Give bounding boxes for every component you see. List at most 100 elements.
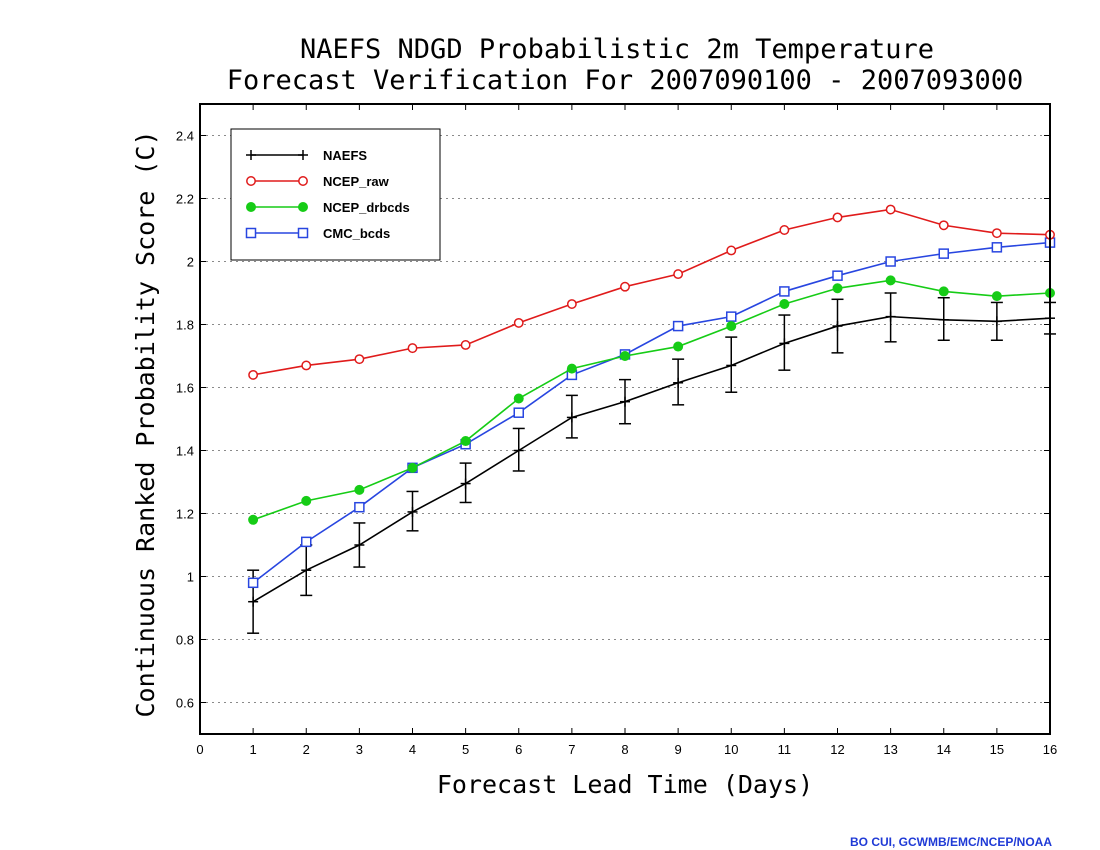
data-point-plus	[832, 321, 843, 332]
data-point-plus	[566, 412, 577, 423]
data-point-circle	[407, 343, 418, 354]
data-point-dot	[407, 462, 418, 473]
x-tick-label: 7	[568, 742, 575, 757]
legend-label: CMC_bcds	[323, 226, 390, 241]
data-point-circle	[248, 369, 259, 380]
x-tick-label: 10	[724, 742, 738, 757]
credit-text: BO CUI, GCWMB/EMC/NCEP/NOAA	[850, 835, 1052, 849]
data-point-square	[938, 248, 949, 259]
data-point-square	[301, 536, 312, 548]
data-point-square	[672, 320, 684, 332]
x-tick-label: 11	[778, 742, 792, 757]
data-point-plus	[407, 506, 418, 517]
grid-lines	[200, 135, 1050, 703]
data-point-square	[245, 227, 257, 239]
data-point-dot	[885, 275, 896, 286]
x-tick-label: 15	[990, 742, 1004, 757]
series-line	[252, 208, 1051, 376]
y-axis-label: Continuous Ranked Probability Score (C)	[131, 131, 160, 718]
data-point-circle	[460, 340, 471, 350]
data-point-circle	[673, 269, 684, 280]
chart-subtitle: Forecast Verification For 2007090100 - 2…	[227, 65, 1024, 96]
data-point-dot	[301, 495, 312, 506]
series-line	[252, 315, 1051, 603]
legend-item-ncep-drbcds: NCEP_drbcds	[246, 200, 410, 215]
data-point-circle	[301, 360, 312, 371]
data-point-circle	[726, 245, 737, 256]
data-point-dot	[460, 436, 471, 447]
data-point-plus	[991, 316, 1002, 327]
x-tick-label: 1	[250, 742, 257, 757]
data-point-plus	[885, 311, 896, 322]
data-point-dot	[513, 393, 524, 404]
data-point-square	[832, 270, 843, 281]
data-point-dot	[246, 202, 256, 212]
x-tick-label: 9	[675, 742, 682, 757]
data-point-plus	[246, 150, 256, 160]
chart-title: NAEFS NDGD Probabilistic 2m Temperature	[300, 34, 934, 65]
x-axis-ticks: 0 1 2 3 4 5 6 7 8 9 10 11 12 13 14 15 16	[196, 104, 1057, 757]
legend-label: NCEP_drbcds	[323, 200, 410, 215]
data-point-square	[354, 501, 365, 513]
data-point-circle	[991, 228, 1002, 239]
data-point-plus	[938, 314, 949, 325]
data-point-dot	[991, 291, 1002, 302]
data-point-dot	[673, 341, 684, 352]
data-point-square	[297, 227, 309, 239]
y-axis-ticks: 0.6 0.8 1 1.2 1.4 1.6 1.8 2 2.2 2.4	[176, 129, 1050, 711]
x-tick-label: 14	[937, 742, 951, 757]
data-point-circle	[620, 281, 630, 292]
series-line	[252, 279, 1051, 521]
x-tick-label: 16	[1043, 742, 1057, 757]
data-point-plus	[354, 540, 365, 550]
y-tick-label: 2	[187, 255, 194, 270]
x-tick-label: 6	[515, 742, 522, 757]
y-tick-label: 0.8	[176, 633, 194, 648]
legend-label: NCEP_raw	[323, 174, 390, 189]
data-point-square	[247, 577, 259, 589]
data-point-square	[779, 286, 790, 297]
y-tick-label: 2.4	[176, 129, 194, 144]
y-tick-label: 1	[187, 570, 194, 585]
x-tick-label: 12	[830, 742, 844, 757]
data-point-circle	[354, 354, 365, 365]
legend-item-naefs: NAEFS	[246, 148, 367, 163]
data-point-plus	[673, 377, 684, 388]
data-point-dot	[779, 299, 790, 310]
data-point-dot	[566, 363, 577, 374]
data-point-plus	[513, 445, 524, 456]
y-tick-label: 0.6	[176, 696, 194, 711]
x-tick-label: 8	[621, 742, 628, 757]
data-point-plus	[301, 565, 312, 576]
data-point-circle	[779, 225, 790, 235]
x-tick-label: 5	[462, 742, 469, 757]
data-point-circle	[298, 176, 308, 186]
data-point-circle	[885, 204, 896, 215]
data-point-circle	[832, 212, 843, 223]
x-tick-label: 13	[883, 742, 897, 757]
legend-item-cmc-bcds: CMC_bcds	[245, 226, 390, 241]
data-point-square	[991, 242, 1003, 253]
y-tick-label: 1.2	[176, 507, 194, 522]
x-tick-label: 3	[356, 742, 363, 757]
data-point-plus	[779, 338, 790, 349]
data-point-plus	[726, 360, 737, 371]
data-point-dot	[248, 514, 259, 525]
data-point-square	[726, 311, 737, 322]
data-point-plus	[248, 596, 259, 607]
y-tick-label: 1.4	[176, 444, 194, 459]
legend-box	[230, 128, 441, 261]
x-tick-label: 0	[196, 742, 203, 757]
y-tick-label: 2.2	[176, 192, 194, 207]
data-point-plus	[460, 478, 471, 489]
data-point-circle	[513, 317, 524, 328]
y-tick-label: 1.6	[176, 381, 194, 396]
x-axis-label: Forecast Lead Time (Days)	[437, 770, 813, 799]
legend-label: NAEFS	[323, 148, 367, 163]
data-point-circle	[246, 176, 256, 186]
y-tick-label: 1.8	[176, 318, 194, 333]
legend: NAEFS NCEP_raw NCEP_drbcds CMC_bcds	[230, 128, 441, 261]
series-cmc-bcds	[247, 237, 1056, 589]
series-layer	[247, 204, 1056, 634]
